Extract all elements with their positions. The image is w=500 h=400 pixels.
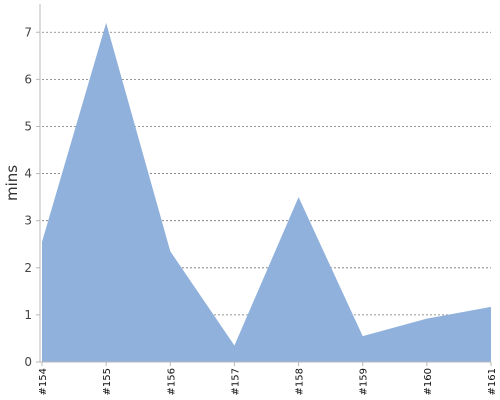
y-tick-label-6: 6: [24, 72, 32, 86]
y-tick-label-5: 5: [24, 119, 32, 133]
x-tick-label-5: #159: [359, 368, 370, 395]
y-tick-label-1: 1: [24, 308, 32, 322]
y-tick-label-0: 0: [24, 355, 32, 369]
y-tick-label-2: 2: [24, 261, 32, 275]
y-ticks-layer: 0 1 2 3 4 5 6 7: [24, 25, 40, 369]
x-tick-label-3: #157: [230, 368, 241, 395]
x-tick-label-1: #155: [102, 368, 113, 395]
x-tick-label-4: #158: [295, 368, 306, 395]
series-layer: [42, 22, 491, 363]
x-tick-label-7: #161: [487, 368, 498, 395]
x-tick-label-6: #160: [423, 368, 434, 395]
axes-layer: [39, 4, 491, 363]
y-tick-label-4: 4: [24, 167, 32, 181]
y-tick-label-7: 7: [24, 25, 32, 39]
area-series-0: [42, 22, 491, 363]
x-tick-label-2: #156: [166, 368, 177, 395]
y-tick-label-3: 3: [24, 214, 32, 228]
x-ticks-layer: #154 #155 #156 #157 #158 #159 #160 #161: [38, 362, 498, 395]
y-axis-label: mins: [3, 165, 21, 201]
x-tick-label-0: #154: [38, 368, 49, 395]
